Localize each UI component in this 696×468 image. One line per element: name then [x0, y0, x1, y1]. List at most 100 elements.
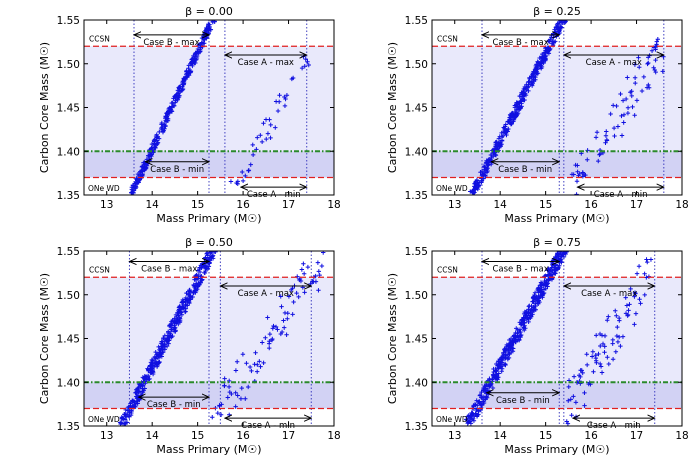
band-ccsn-region: [84, 277, 334, 383]
y-tick-label: 1.50: [405, 290, 428, 302]
point-caseB: [193, 286, 198, 292]
point-caseA: [278, 294, 283, 299]
point-caseA: [612, 133, 617, 139]
point-caseA: [590, 349, 596, 354]
point-caseB: [509, 348, 514, 354]
point-caseB: [523, 86, 528, 91]
point-caseA: [626, 308, 631, 313]
point-caseB: [508, 341, 514, 347]
point-caseB: [155, 134, 161, 139]
x-tick-label: 16: [584, 430, 598, 442]
point-caseB: [483, 397, 488, 402]
point-caseA: [278, 331, 284, 337]
annotation-label: Case B - max: [492, 265, 548, 275]
point-caseB: [120, 421, 126, 426]
point-caseA: [620, 334, 626, 339]
point-caseB: [145, 373, 151, 379]
point-caseA: [233, 404, 238, 409]
band-ccsn-region: [84, 46, 334, 152]
point-caseB: [474, 398, 479, 403]
x-tick-label: 14: [493, 430, 507, 442]
point-caseB: [133, 390, 138, 395]
point-caseA: [285, 316, 290, 321]
point-caseA: [642, 292, 647, 298]
point-caseA: [596, 158, 601, 164]
point-caseA: [265, 315, 270, 320]
point-caseB: [505, 119, 510, 124]
point-caseB: [526, 88, 531, 94]
chart-title: β = 0.75: [533, 236, 581, 249]
point-caseB: [187, 288, 192, 293]
point-caseA: [598, 364, 604, 369]
point-caseA: [618, 91, 623, 97]
point-caseA: [306, 62, 311, 68]
point-caseA: [593, 135, 599, 140]
point-caseA: [610, 341, 615, 346]
point-caseB: [522, 320, 527, 326]
y-tick-label: 1.55: [57, 15, 80, 27]
point-caseB: [494, 139, 499, 145]
point-caseA: [235, 393, 240, 398]
x-tick-label: 13: [100, 430, 113, 442]
point-caseA: [215, 410, 221, 416]
point-caseA: [599, 370, 605, 375]
point-caseA: [624, 303, 630, 308]
point-caseA: [615, 324, 620, 330]
point-caseB: [503, 130, 508, 135]
point-caseA: [302, 290, 307, 295]
point-caseB: [521, 97, 527, 103]
y-tick-label: 1.45: [57, 103, 80, 115]
point-caseB: [463, 417, 469, 422]
point-caseA: [614, 313, 619, 318]
point-caseA: [619, 133, 625, 138]
point-caseB: [546, 45, 552, 51]
point-caseB: [190, 60, 196, 65]
point-caseA: [566, 384, 571, 390]
point-caseA: [616, 315, 622, 321]
point-caseA: [614, 333, 620, 339]
point-caseB: [193, 277, 199, 283]
point-caseB: [490, 377, 495, 382]
point-caseB: [182, 297, 188, 302]
point-caseA: [268, 122, 273, 128]
point-caseA: [244, 361, 249, 366]
x-axis-label: Mass Primary (M☉): [156, 443, 261, 456]
point-caseB: [517, 107, 522, 112]
point-caseB: [478, 170, 483, 175]
point-caseA: [641, 74, 647, 80]
point-caseB: [163, 116, 168, 121]
point-caseA: [602, 344, 607, 349]
point-caseA: [619, 113, 624, 119]
point-caseA: [233, 390, 238, 396]
annotation-label: Case B - max: [492, 38, 548, 48]
point-caseB: [188, 70, 193, 75]
point-caseA: [226, 378, 232, 384]
point-caseB: [185, 303, 190, 308]
x-tick-label: 17: [630, 430, 643, 442]
point-caseA: [585, 157, 590, 162]
annotation-label: Case B - max: [141, 265, 197, 275]
x-tick-label: 16: [584, 199, 598, 211]
point-caseB: [469, 412, 475, 417]
point-caseA: [245, 384, 251, 390]
point-caseB: [130, 183, 136, 188]
point-caseA: [567, 428, 571, 432]
x-axis-label: Mass Primary (M☉): [504, 212, 609, 225]
point-caseA: [252, 362, 257, 367]
point-caseA: [279, 304, 284, 309]
point-caseA: [651, 65, 656, 70]
y-tick-label: 1.40: [405, 377, 428, 389]
point-caseB: [157, 347, 162, 352]
y-tick-label: 1.35: [57, 421, 80, 433]
point-caseB: [184, 290, 189, 296]
point-caseA: [257, 359, 262, 364]
point-caseA: [273, 99, 279, 104]
point-caseA: [600, 341, 606, 347]
point-caseA: [584, 352, 589, 357]
point-caseB: [518, 332, 524, 338]
point-caseB: [468, 421, 474, 426]
x-axis-label: Mass Primary (M☉): [156, 212, 261, 225]
point-caseB: [523, 91, 528, 96]
